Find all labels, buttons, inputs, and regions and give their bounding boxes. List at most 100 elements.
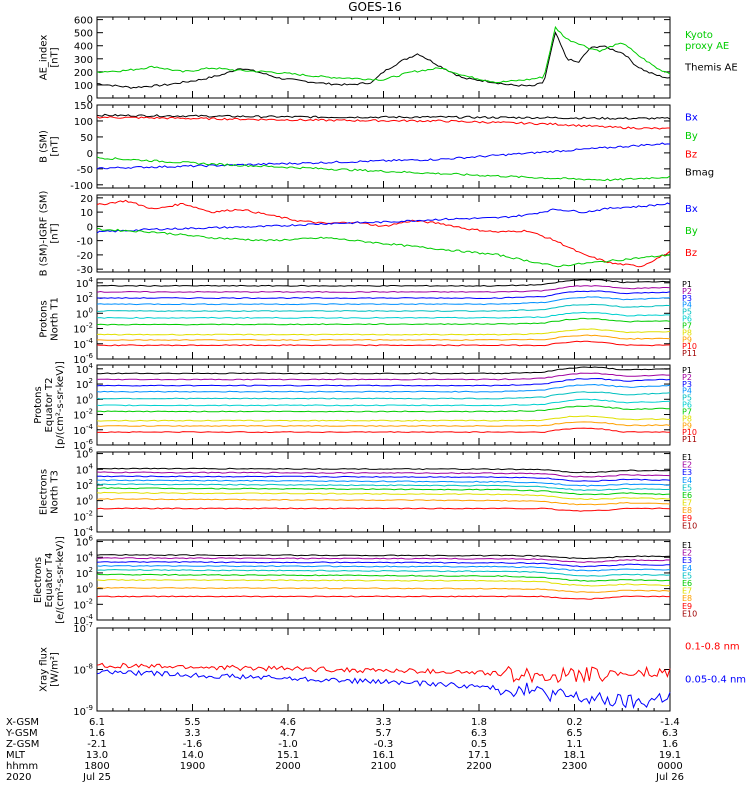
legend-2-1-0: By [685,226,698,237]
ytick-label-1-1: -50 [77,165,93,176]
legend-4-10-0: P11 [682,435,697,444]
ytick-label-1-2: 0 [87,149,93,160]
xrow-value-3-4: 17.1 [468,750,490,761]
series-line-1-1 [96,116,670,130]
legend-4-8-0: P9 [682,421,692,430]
series-line-4-1 [96,372,670,381]
legend-5-2-0: E3 [682,468,692,477]
series-line-6-1 [96,557,671,563]
ylabel-5-1: North T3 [50,470,61,514]
legend-4-4-0: P5 [682,394,692,403]
xrow-value-2-6: 1.6 [662,739,678,750]
ytick-label-6-2: 100 [76,582,93,596]
series-line-3-2 [96,290,671,300]
xrow-value-2-4: 0.5 [471,739,487,750]
xrow-value-4-0: 1800 [84,761,109,772]
ytick-label-2-4: 10 [80,208,93,219]
legend-7-1-0: 0.05-0.4 nm [685,674,746,685]
series-line-6-5 [96,573,670,582]
legend-4-3-0: P4 [682,387,692,396]
series-line-4-2 [96,377,671,387]
legend-6-9-0: E10 [682,609,697,618]
xrow-value-4-1: 1900 [180,761,205,772]
ylabel-5-0: Electrons [39,469,50,515]
series-line-5-2 [96,475,671,482]
legend-5-9-0: E10 [682,521,697,530]
xrow-label-0: X-GSM [6,717,39,728]
ytick-label-2-1: -20 [77,251,93,262]
series-line-6-3 [96,564,671,572]
xrow-value-0-2: 4.6 [280,717,296,728]
xrow-value-1-0: 1.6 [89,728,105,739]
series-line-3-0 [96,279,671,287]
ytick-label-4-5: 104 [76,362,94,376]
series-line-6-4 [96,568,671,577]
legend-5-5-0: E6 [682,491,692,500]
series-line-4-9 [96,427,671,434]
xrow-value-2-2: -1.0 [278,739,298,750]
xrow-value-1-2: 4.7 [280,728,296,739]
panel-frame-2 [96,194,671,273]
ytick-label-5-5: 106 [76,447,94,461]
ytick-label-6-3: 102 [76,566,93,580]
series-line-3-1 [96,285,671,293]
series-line-3-9 [96,340,671,347]
series-line-6-7 [96,586,671,593]
legend-5-6-0: E7 [682,499,692,508]
legend-5-4-0: E5 [682,483,692,492]
ytick-label-6-1: 10-2 [73,597,93,611]
legend-1-2-0: Bz [685,149,697,160]
series-line-2-2 [96,227,671,268]
ytick-label-5-1: 10-2 [73,509,93,523]
legend-3-3-0: P4 [682,301,692,310]
series-line-0-1 [96,25,671,84]
legend-6-1-0: E2 [682,549,692,558]
legend-3-4-0: P5 [682,308,692,317]
series-line-6-8 [96,595,670,600]
ytick-label-3-2: 10-2 [73,322,93,336]
xrow-value-4-6: 0000 [657,761,682,772]
series-line-5-1 [96,471,671,478]
legend-5-1-0: E2 [682,461,692,470]
ytick-label-0-6: 600 [74,16,93,27]
xrow-value-1-6: 6.3 [662,728,678,739]
xrow-label-3: MLT [6,750,26,761]
xrow-value-0-6: -1.4 [660,717,680,728]
ytick-label-3-3: 100 [76,306,93,320]
legend-3-2-0: P3 [682,294,692,303]
legend-3-0-0: P1 [682,280,692,289]
ytick-label-6-5: 106 [76,535,94,549]
legend-3-9-0: P10 [682,342,697,351]
series-line-3-4 [96,303,671,312]
xrow-value-3-3: 16.1 [372,750,394,761]
xrow-label-1: Y-GSM [5,728,38,739]
legend-6-8-0: E9 [682,602,692,611]
ytick-label-1-3: 50 [80,133,93,144]
legend-3-5-0: P6 [682,315,692,324]
ylabel-7-1: [W/m²] [50,652,61,687]
series-line-3-6 [96,317,671,326]
xrow-value-5-0: Jul 25 [82,772,111,783]
series-line-5-3 [96,479,671,487]
page-title: GOES-16 [348,0,402,14]
ytick-label-6-0: 10-4 [73,613,93,627]
xrow-value-2-1: -1.6 [183,739,203,750]
ylabel-4-1: Equator T2 [44,378,55,433]
ytick-label-3-4: 102 [76,291,93,305]
series-line-4-8 [96,421,671,427]
series-line-7-1 [96,669,671,710]
series-line-4-7 [96,415,671,422]
series-line-4-6 [97,405,671,413]
series-line-5-8 [96,507,671,512]
ytick-label-7-0: 10-9 [73,704,93,718]
ytick-label-7-1: 10-8 [73,663,93,677]
ytick-label-4-3: 100 [76,392,93,406]
legend-1-1-0: By [685,131,698,142]
ytick-label-1-5: 150 [74,101,93,112]
series-line-5-6 [96,491,670,501]
legend-4-9-0: P10 [682,428,697,437]
ytick-label-0-0: 0 [87,94,93,105]
legend-1-3-0: Bmag [685,168,714,179]
legend-3-8-0: P9 [682,335,692,344]
ytick-label-3-5: 104 [76,276,94,290]
